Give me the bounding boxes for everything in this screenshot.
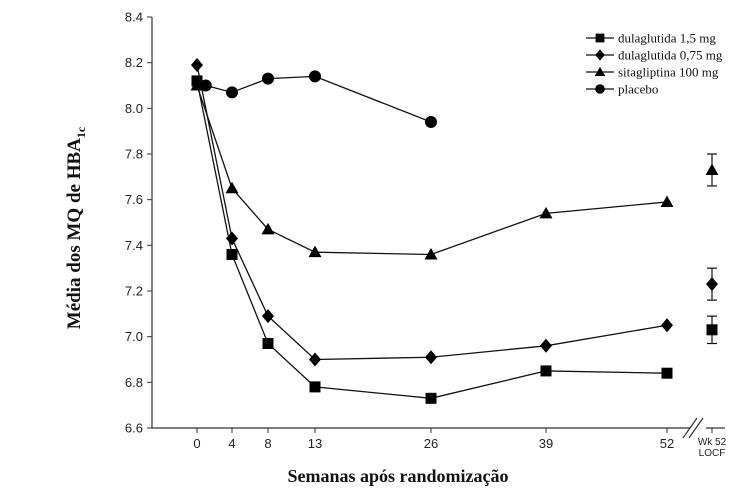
legend-item: dulaglutida 0,75 mg bbox=[586, 48, 723, 63]
data-point bbox=[262, 72, 274, 85]
locf-layer bbox=[705, 153, 719, 345]
y-tick-label: 8.4 bbox=[125, 10, 143, 25]
data-point bbox=[226, 248, 238, 260]
data-point bbox=[661, 318, 673, 333]
data-point bbox=[226, 86, 238, 99]
y-tick-label: 7.8 bbox=[125, 147, 143, 162]
data-point bbox=[660, 195, 674, 207]
data-point bbox=[261, 222, 275, 235]
legend-item: placebo bbox=[586, 82, 658, 97]
data-point bbox=[661, 367, 673, 379]
x-tick-label: 26 bbox=[424, 436, 438, 451]
locf-point-triangle bbox=[705, 153, 719, 187]
y-tick-label: 7.0 bbox=[125, 329, 143, 344]
locf-point-square bbox=[706, 315, 718, 345]
x-tick-label: 39 bbox=[539, 436, 553, 451]
x-tick-label-locf: Wk 52 bbox=[698, 437, 727, 448]
y-axis-label-sub: 1c bbox=[74, 126, 88, 138]
x-tick-label: 4 bbox=[228, 436, 235, 451]
axis-break-mark bbox=[682, 417, 698, 439]
legend: dulaglutida 1,5 mg dulaglutida 0,75 mg sit… bbox=[586, 31, 723, 97]
axis-break-mark bbox=[688, 417, 704, 439]
series-diamond bbox=[191, 57, 673, 367]
data-point bbox=[199, 79, 212, 92]
y-axis-label: Média dos MQ de HBA1c bbox=[64, 126, 88, 329]
series-triangle bbox=[190, 79, 674, 260]
locf-data-point bbox=[706, 277, 718, 292]
locf-data-point bbox=[705, 163, 719, 175]
data-point bbox=[262, 309, 274, 324]
locf-point-diamond bbox=[706, 267, 718, 301]
x-tick-label: 8 bbox=[264, 436, 271, 451]
axes: 6.6 6.8 7.0 7.2 7.4 7.6 7.8 8.0 8.2 8.4 0 4 8 13 26 39 5… bbox=[125, 10, 727, 460]
y-axis-label-main: Média dos MQ de HBA bbox=[64, 138, 85, 329]
legend-item: sitagliptina 100 mg bbox=[586, 65, 719, 80]
data-point bbox=[425, 116, 437, 129]
locf-data-point bbox=[706, 324, 718, 336]
y-tick-label: 6.6 bbox=[125, 421, 143, 436]
data-point bbox=[309, 352, 321, 367]
series-line bbox=[205, 75, 432, 123]
legend-label: dulaglutida 1,5 mg bbox=[618, 31, 716, 46]
y-tick-label: 7.6 bbox=[125, 192, 143, 207]
x-axis-label: Semanas após randomização bbox=[287, 466, 508, 486]
legend-marker bbox=[595, 33, 605, 43]
series-line bbox=[196, 80, 668, 399]
data-point bbox=[540, 365, 552, 377]
x-tick-label-locf: LOCF bbox=[699, 448, 726, 459]
y-tick-label: 8.0 bbox=[125, 101, 143, 116]
data-point bbox=[425, 392, 437, 404]
y-tick-label: 7.2 bbox=[125, 284, 143, 299]
legend-label: sitagliptina 100 mg bbox=[618, 65, 719, 80]
y-tick-label: 6.8 bbox=[125, 375, 143, 390]
data-point bbox=[309, 381, 321, 393]
data-point bbox=[308, 245, 322, 258]
data-point bbox=[424, 247, 438, 260]
series-layer bbox=[190, 57, 674, 404]
x-tick-label: 13 bbox=[308, 436, 322, 451]
y-tick-label: 8.2 bbox=[125, 55, 143, 70]
data-point bbox=[425, 350, 437, 365]
legend-marker bbox=[595, 49, 605, 61]
x-tick-label: 0 bbox=[193, 436, 200, 451]
legend-label: placebo bbox=[618, 82, 658, 97]
legend-marker bbox=[594, 66, 606, 76]
legend-marker bbox=[595, 84, 605, 94]
data-point bbox=[191, 57, 203, 72]
legend-label: dulaglutida 0,75 mg bbox=[618, 48, 723, 63]
y-tick-label: 7.4 bbox=[125, 238, 143, 253]
x-tick-label: 52 bbox=[660, 436, 674, 451]
data-point bbox=[539, 206, 553, 219]
data-point bbox=[225, 181, 239, 194]
data-point bbox=[309, 70, 321, 83]
data-point bbox=[262, 338, 274, 350]
data-point bbox=[226, 231, 238, 246]
series-circle bbox=[199, 70, 437, 129]
legend-item: dulaglutida 1,5 mg bbox=[586, 31, 716, 46]
data-point bbox=[540, 338, 552, 353]
